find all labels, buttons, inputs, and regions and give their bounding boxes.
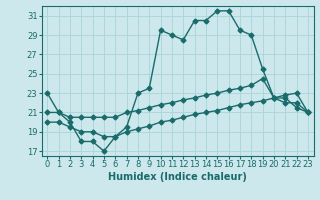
X-axis label: Humidex (Indice chaleur): Humidex (Indice chaleur) (108, 172, 247, 182)
